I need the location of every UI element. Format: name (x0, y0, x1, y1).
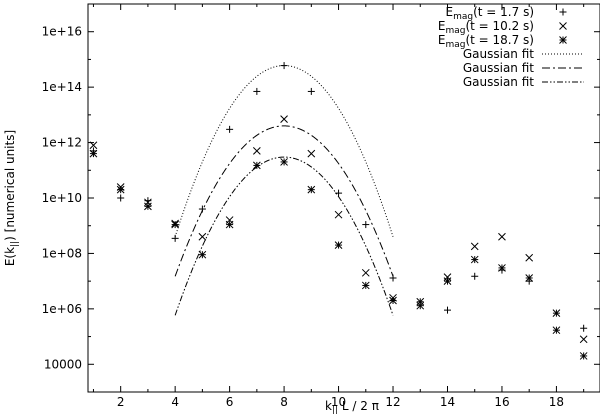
data-point-s1 (117, 194, 125, 202)
data-point-s2 (334, 210, 343, 219)
data-point-s2 (498, 232, 506, 241)
data-point-s3 (389, 296, 397, 305)
legend-label-2: Emag(t = 10.2 s) (438, 19, 534, 36)
x-tick-label: 6 (226, 395, 234, 409)
data-point-s3 (307, 185, 316, 194)
data-point-s2 (198, 232, 207, 241)
x-axis-label: k|| L / 2 π (325, 399, 379, 414)
data-point-s3 (280, 158, 288, 166)
data-point-s3 (361, 281, 370, 290)
y-tick-label: 1e+16 (42, 25, 82, 39)
x-tick-label: 14 (440, 395, 455, 409)
x-tick-label: 12 (385, 395, 400, 409)
data-point-s3 (252, 161, 261, 170)
data-point-s1 (362, 221, 370, 229)
y-tick-label: 1e+10 (42, 191, 82, 205)
legend-marker-2 (559, 22, 567, 30)
x-tick-label: 16 (494, 395, 509, 409)
data-point-s3 (416, 301, 425, 310)
gaussian-fit-curve-2 (174, 125, 394, 277)
data-point-s1 (389, 274, 397, 282)
y-tick-label: 1e+08 (42, 246, 82, 260)
x-tick-label: 10 (331, 395, 346, 409)
data-point-s1 (171, 234, 179, 242)
fit-curves (174, 65, 394, 316)
legend-fit-label-2: Gaussian fit (463, 61, 534, 75)
data-point-s1 (471, 272, 479, 280)
data-point-s3 (116, 185, 125, 194)
gaussian-fit-curve-3 (174, 156, 394, 316)
x-tick-label: 18 (549, 395, 564, 409)
legend-label-3: Emag(t = 18.7 s) (438, 33, 534, 50)
legend-label-1: Emag(t = 1.7 s) (446, 5, 535, 22)
data-point-s2 (280, 115, 288, 124)
y-tick-label: 1e+12 (42, 136, 82, 150)
x-tick-label: 4 (171, 395, 179, 409)
legend-marker-1 (559, 8, 567, 16)
data-point-s1 (226, 125, 234, 133)
y-tick-label: 1e+14 (42, 80, 82, 94)
gaussian-fit-curve-1 (174, 65, 394, 237)
data-point-s3 (171, 220, 180, 229)
data-point-s3 (89, 149, 98, 158)
data-point-s3 (144, 202, 152, 211)
data-point-s1 (443, 306, 451, 314)
data-point-s3 (225, 220, 234, 229)
data-point-s3 (579, 352, 588, 360)
data-point-s2 (579, 335, 588, 344)
y-axis-label: E(k||) [numerical units] (3, 130, 20, 266)
data-point-s2 (89, 141, 98, 150)
data-point-s1 (198, 205, 206, 213)
data-point-s2 (252, 147, 261, 155)
data-point-s3 (525, 274, 534, 282)
data-point-s3 (334, 241, 343, 249)
data-point-s1 (253, 87, 261, 95)
legend: Emag(t = 1.7 s)Emag(t = 10.2 s)Emag(t = … (438, 5, 584, 89)
legend-fit-label-1: Gaussian fit (463, 47, 534, 61)
data-point-s3 (552, 326, 561, 335)
data-point-s3 (470, 255, 479, 264)
legend-marker-3 (559, 36, 567, 44)
x-tick-label: 2 (117, 395, 125, 409)
data-point-s2 (307, 149, 316, 158)
data-point-s3 (498, 264, 506, 272)
data-point-s3 (198, 250, 207, 259)
y-tick-label: 1e+06 (42, 302, 82, 316)
data-point-s2 (525, 253, 534, 262)
y-tick-label: 10000 (44, 357, 82, 371)
data-points (89, 62, 588, 360)
data-point-s2 (416, 297, 425, 306)
x-tick-label: 8 (280, 395, 288, 409)
data-point-s2 (361, 268, 370, 277)
data-point-s2 (470, 242, 479, 251)
axis-ticks: 2 4 6 8 10 12 14 16 18 10000 1e+06 1e+08 1e+10 1e+12 1… (42, 3, 600, 409)
data-point-s2 (552, 309, 561, 318)
data-point-s3 (443, 277, 452, 285)
data-point-s1 (307, 87, 315, 95)
data-point-s1 (335, 189, 343, 197)
data-point-s1 (280, 62, 288, 70)
legend-fit-label-3: Gaussian fit (463, 75, 534, 89)
data-point-s1 (580, 324, 588, 332)
